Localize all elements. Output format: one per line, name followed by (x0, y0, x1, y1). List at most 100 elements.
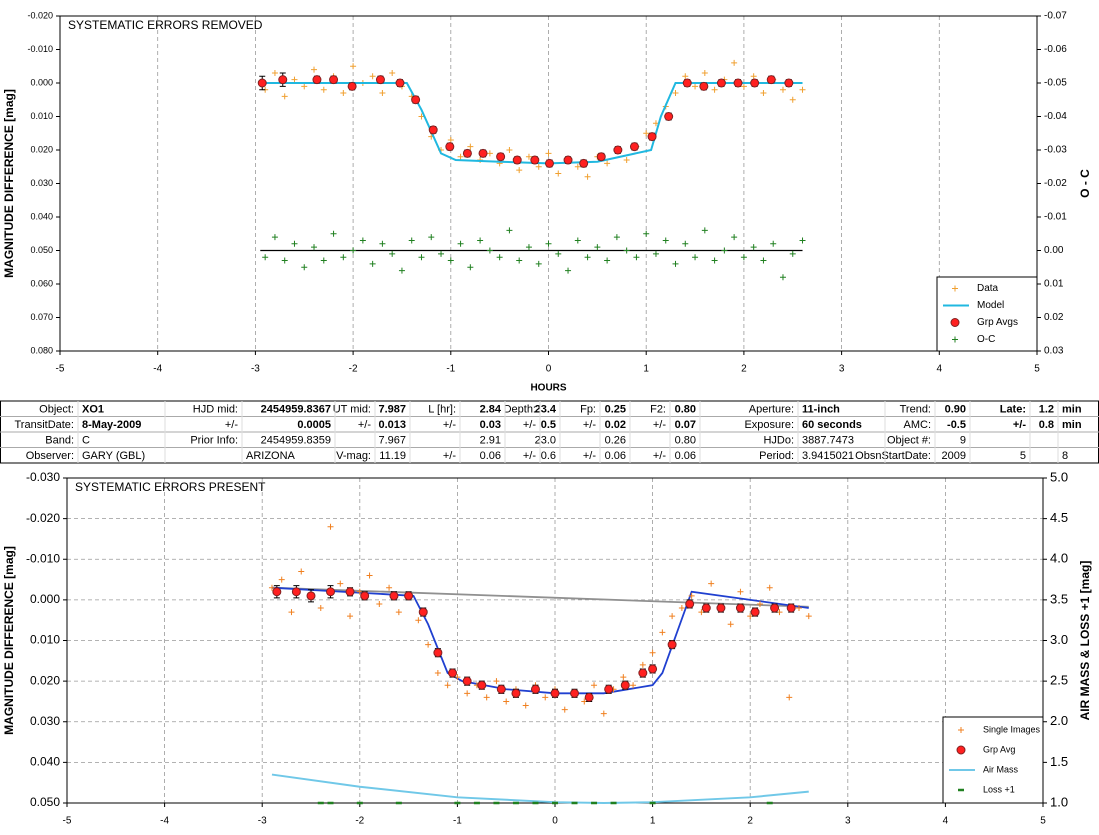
y2-tick-label: -0.03 (1044, 145, 1067, 156)
table-cell: Prior Info: (190, 435, 238, 447)
y-tick-label: 0.000 (30, 592, 60, 606)
chart: -5 -4 -3 -2 -1 0 1 2 3 4 5 -0.030 -0.020 -0.010 0.000 0… (2, 469, 1092, 826)
data-point (789, 250, 796, 257)
table-cell: 5 (1020, 450, 1026, 462)
x-tick-label: -1 (453, 816, 462, 827)
y-axis-label: MAGNITUDE DIFFERENCE [mag] (2, 89, 16, 278)
data-point (291, 587, 301, 597)
data-point (444, 682, 451, 689)
table-cell: min (1062, 404, 1082, 416)
data-point (667, 640, 677, 650)
y2-tick-label: -0.07 (1044, 11, 1067, 22)
table-cell: Trend: (900, 404, 931, 416)
y-tick-label: 0.030 (30, 178, 53, 188)
data-point (457, 240, 464, 247)
data-point (545, 150, 552, 157)
data-point (760, 257, 767, 264)
table-cell: min (1062, 419, 1082, 431)
data-point (647, 132, 657, 142)
data-point (591, 682, 598, 689)
table-cell: 0.06 (605, 450, 626, 462)
table-cell: 0.02 (605, 419, 626, 431)
data-point (604, 257, 611, 264)
y-tick-label: 0.030 (30, 714, 60, 728)
x-tick-label: 1 (650, 816, 656, 827)
y-axis-label: MAGNITUDE DIFFERENCE [mag] (2, 546, 16, 735)
table-cell: 0.6 (541, 450, 556, 462)
y2-tick-label: 2.5 (1050, 673, 1068, 688)
x-tick-label: 0 (552, 816, 558, 827)
table-cell: 2454959.8359 (261, 435, 331, 447)
y-tick-label: 0.050 (30, 245, 53, 255)
data-point (389, 250, 396, 257)
data-point (478, 148, 488, 158)
table-cell: 0.8 (1039, 419, 1054, 431)
table-cell: 0.25 (605, 404, 626, 416)
table-cell: 9 (960, 435, 966, 447)
data-point (629, 142, 639, 152)
table-cell: HJDo: (763, 435, 794, 447)
data-point (311, 66, 318, 73)
data-point (682, 73, 689, 80)
table-cell: TransitDate: (14, 419, 74, 431)
data-point (272, 587, 282, 597)
x-tick-label: 0 (546, 364, 552, 375)
data-point (262, 254, 269, 261)
data-point (496, 684, 506, 694)
data-point (486, 247, 493, 254)
data-point (312, 75, 322, 85)
y2-tick-label: 1.5 (1050, 754, 1068, 769)
data-point (525, 244, 532, 251)
data-point (530, 684, 540, 694)
data-point (756, 600, 763, 607)
data-point (623, 157, 630, 164)
data-point (750, 244, 757, 251)
y2-tick-label: 0.00 (1044, 245, 1064, 256)
y2-tick-label: 3.0 (1050, 632, 1068, 647)
data-point (600, 710, 607, 717)
data-point (512, 155, 522, 165)
data-point (799, 86, 806, 93)
data-point (799, 237, 806, 244)
data-point (623, 247, 630, 254)
data-point (550, 688, 560, 698)
data-point (404, 591, 414, 601)
info-table: Object: XO1 HJD mid: 2454959.8367 UT mid: 7.9… (0, 400, 1099, 464)
data-point (350, 247, 357, 254)
y-tick-label: 0.060 (30, 278, 53, 288)
data-point (457, 153, 464, 160)
table-cell: +/- (653, 450, 666, 462)
table-cell: +/- (225, 419, 238, 431)
data-point (376, 600, 383, 607)
y-tick-label: 0.080 (30, 345, 53, 355)
data-point (271, 234, 278, 241)
legend-box (936, 276, 1038, 352)
data-point (291, 240, 298, 247)
y-tick-label: 0.010 (30, 633, 60, 647)
data-point (545, 240, 552, 247)
data-point (688, 592, 695, 599)
y2-tick-label: -0.05 (1044, 78, 1067, 89)
x-tick-label: -4 (160, 816, 169, 827)
y-tick-label: 0.040 (30, 755, 60, 769)
y2-tick-label: -0.04 (1044, 111, 1067, 122)
table-cell: GARY (GBL) (82, 450, 145, 462)
table-cell: 7.987 (378, 404, 406, 416)
table-cell: +/- (443, 419, 456, 431)
data-point (664, 112, 674, 121)
series-line (271, 773, 809, 805)
x-tick-label: -3 (258, 816, 267, 827)
data-point (483, 694, 490, 701)
table-cell: +/- (523, 450, 536, 462)
legend-label: O-C (977, 334, 995, 345)
data-point (701, 603, 711, 613)
data-point (486, 150, 493, 157)
data-point (329, 75, 339, 85)
data-point (467, 143, 474, 150)
data-point (750, 73, 757, 80)
data-point (503, 698, 510, 705)
annotation: SYSTEMATIC ERRORS PRESENT (75, 480, 266, 494)
data-point (337, 580, 344, 587)
data-point (525, 153, 532, 160)
data-point (438, 250, 445, 257)
